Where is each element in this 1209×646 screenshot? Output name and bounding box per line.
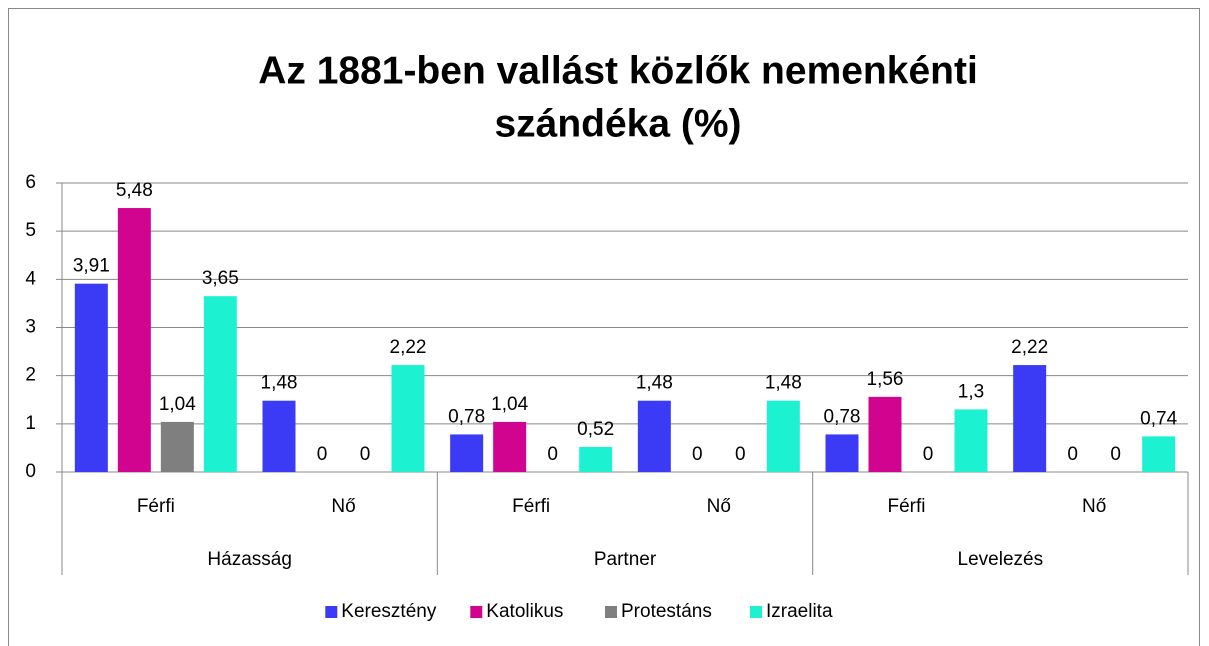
- legend-swatch: [605, 606, 617, 618]
- data-label: 5,48: [116, 180, 153, 201]
- data-label: 1,56: [867, 369, 904, 390]
- data-label: 0: [360, 444, 371, 465]
- bar: [1142, 436, 1176, 472]
- data-label: 1,04: [491, 394, 528, 415]
- legend-swatch: [470, 606, 483, 618]
- legend-swatch: [750, 606, 762, 618]
- bar: [74, 283, 108, 472]
- y-tick-label: 3: [25, 317, 36, 338]
- data-label: 2,22: [1011, 337, 1048, 358]
- bar: [579, 446, 613, 472]
- bar: [637, 400, 671, 472]
- data-label: 1,48: [636, 373, 673, 394]
- data-label: 0: [735, 444, 746, 465]
- x-tick-label: Férfi: [512, 496, 550, 517]
- data-label: 0: [547, 444, 558, 465]
- legend-label: Izraelita: [766, 601, 833, 622]
- bar: [766, 400, 800, 472]
- y-tick-label: 4: [25, 268, 36, 289]
- y-tick-label: 6: [25, 172, 36, 193]
- legend-label: Keresztény: [341, 601, 437, 622]
- data-label: 0: [317, 444, 328, 465]
- x-tick-label: Nő: [1082, 496, 1106, 517]
- bar: [954, 409, 988, 472]
- data-label: 0: [1110, 444, 1121, 465]
- data-label: 0: [1067, 444, 1078, 465]
- y-tick-label: 2: [25, 365, 36, 386]
- x-tick-label: Nő: [707, 496, 731, 517]
- group-label: Partner: [594, 549, 657, 570]
- x-tick-label: Férfi: [137, 496, 175, 517]
- bar: [1013, 365, 1047, 472]
- chart-title: Az 1881-ben vallást közlők nemenkénti: [258, 49, 978, 92]
- bar: [160, 421, 194, 472]
- data-label: 0,78: [824, 406, 861, 427]
- data-label: 0: [923, 444, 934, 465]
- data-label: 3,91: [73, 256, 110, 277]
- data-label: 0,78: [448, 406, 485, 427]
- bar: [450, 434, 484, 472]
- y-tick-label: 1: [25, 413, 36, 434]
- chart-title: szándéka (%): [494, 102, 741, 145]
- bar: [117, 208, 151, 472]
- y-tick-label: 0: [25, 461, 36, 482]
- group-label: Levelezés: [958, 549, 1044, 570]
- data-label: 1,04: [159, 394, 196, 415]
- y-tick-label: 5: [25, 220, 36, 241]
- bar: [493, 421, 527, 472]
- data-label: 0: [692, 444, 703, 465]
- x-tick-label: Férfi: [888, 496, 926, 517]
- bar: [203, 296, 237, 472]
- data-label: 1,3: [958, 381, 984, 402]
- chart-border: [8, 8, 1200, 646]
- group-label: Házasság: [207, 549, 292, 570]
- data-label: 3,65: [202, 268, 239, 289]
- x-tick-label: Nő: [331, 496, 355, 517]
- bar: [868, 396, 902, 472]
- bar: [825, 434, 859, 472]
- legend-swatch: [325, 606, 338, 618]
- bar: [262, 400, 296, 472]
- data-label: 0,74: [1140, 408, 1177, 429]
- legend-label: Katolikus: [486, 601, 563, 622]
- bar: [391, 365, 425, 472]
- data-label: 0,52: [577, 419, 614, 440]
- legend-label: Protestáns: [621, 601, 712, 622]
- data-label: 1,48: [261, 373, 298, 394]
- data-label: 2,22: [390, 337, 427, 358]
- data-label: 1,48: [765, 373, 802, 394]
